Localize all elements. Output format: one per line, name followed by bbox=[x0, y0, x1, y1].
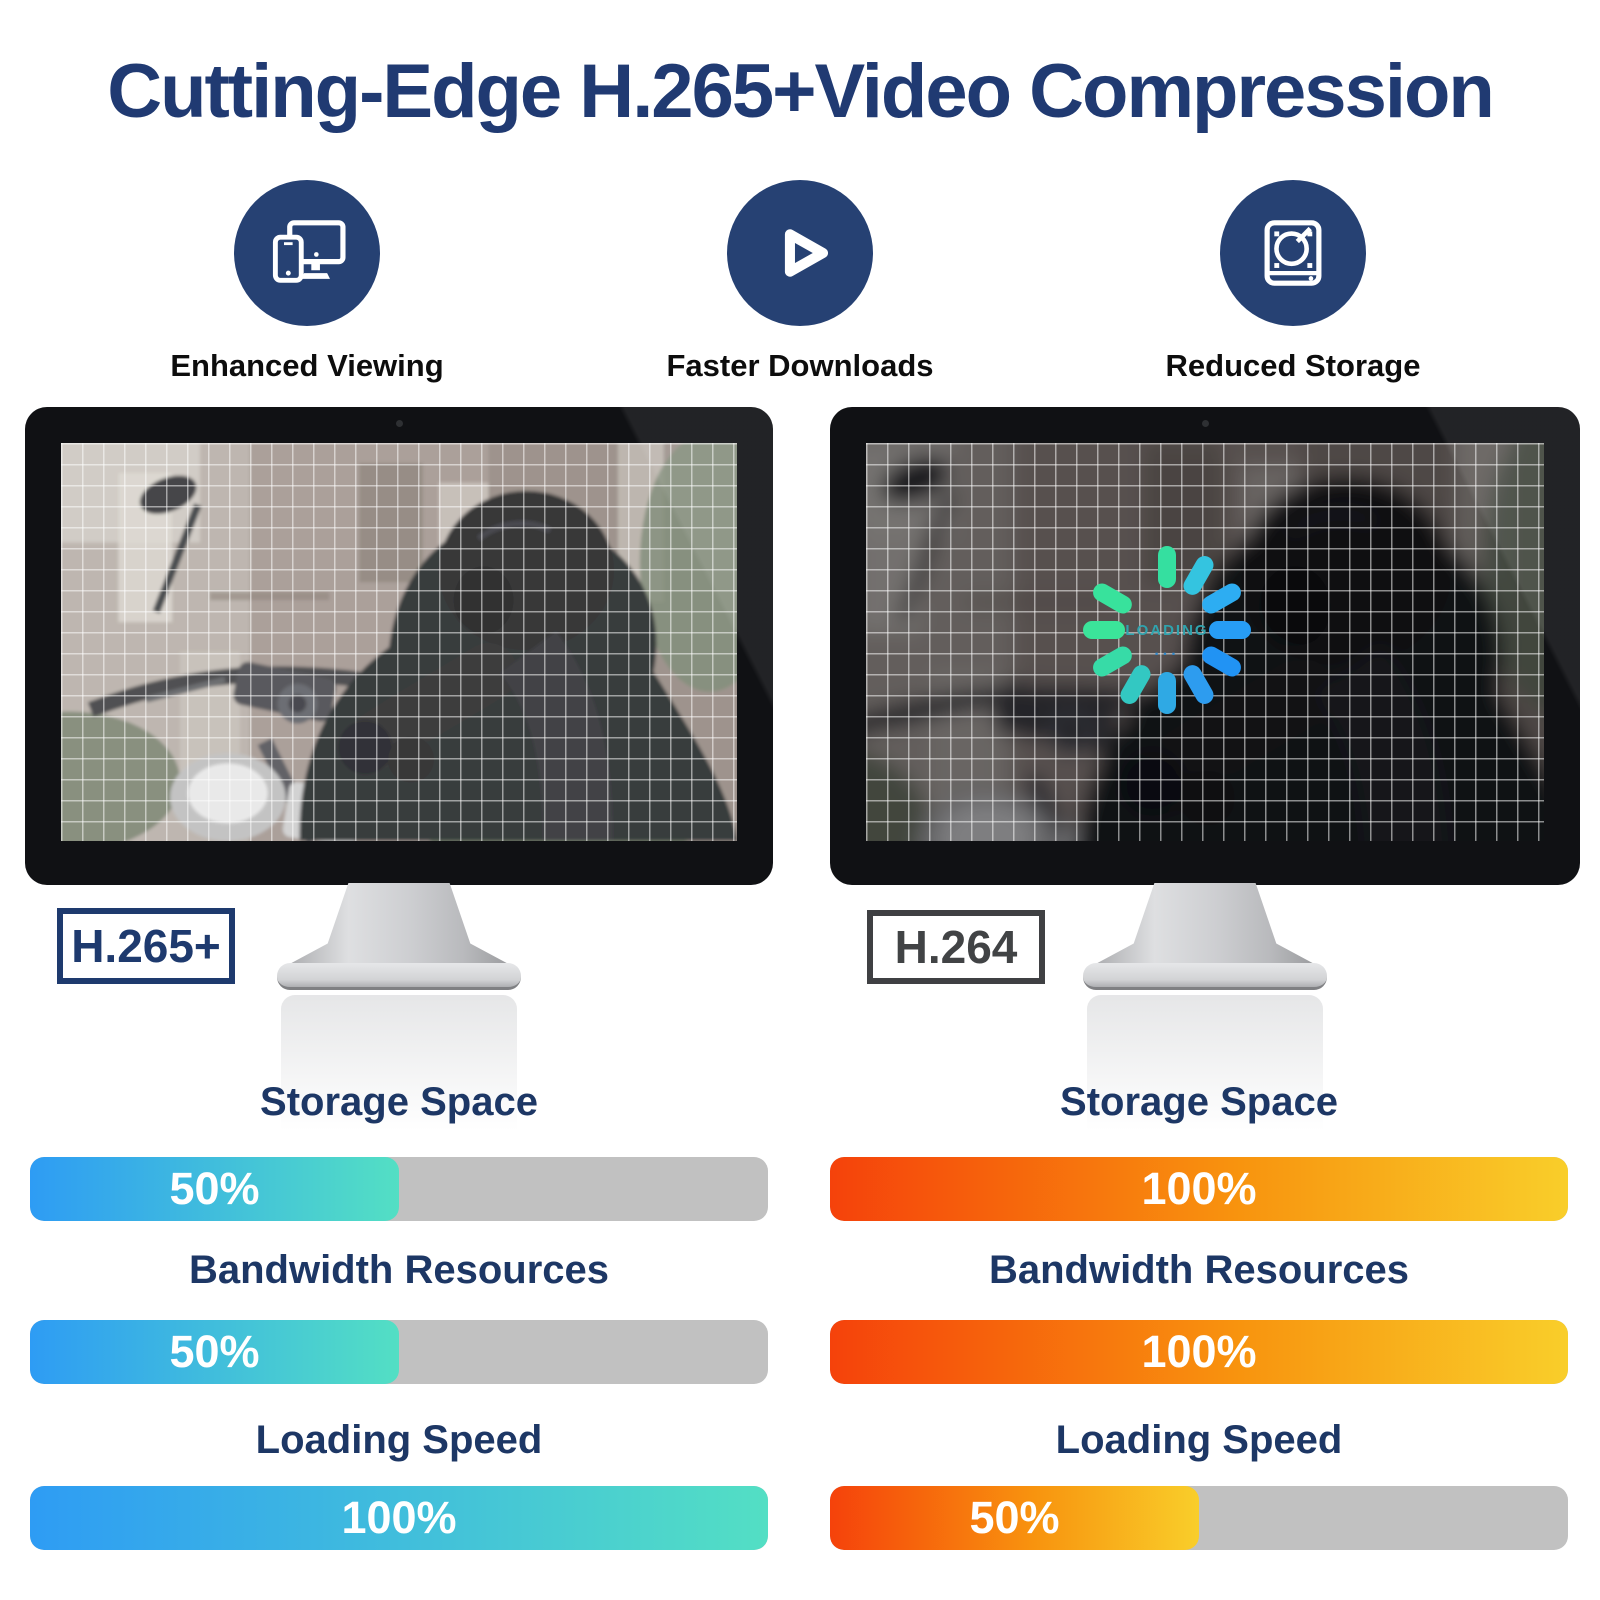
progress-bar-loading-right: 50% bbox=[830, 1486, 1568, 1550]
bar-title-bandwidth-left: Bandwidth Resources bbox=[188, 1248, 610, 1292]
stand-reflection bbox=[1087, 995, 1323, 1155]
screen-h264-loading-video: LOADING ... bbox=[866, 443, 1544, 841]
bar-title-loading-right: Loading Speed bbox=[1055, 1418, 1343, 1462]
bar-fill: 50% bbox=[830, 1486, 1199, 1550]
bar-fill: 50% bbox=[30, 1157, 399, 1221]
feature-enhanced-viewing: Enhanced Viewing bbox=[147, 180, 467, 384]
bar-value: 50% bbox=[969, 1492, 1060, 1543]
progress-bar-bandwidth-right: 100% bbox=[830, 1320, 1568, 1384]
loading-text: LOADING bbox=[1125, 622, 1209, 640]
bar-value: 100% bbox=[1141, 1163, 1257, 1214]
bar-value: 100% bbox=[1141, 1326, 1257, 1377]
bar-title-storage-right: Storage Space bbox=[1060, 1080, 1338, 1124]
monitor-h264: LOADING ... bbox=[830, 407, 1580, 1155]
monitor-stand-base bbox=[1083, 963, 1327, 990]
bar-title-loading-left: Loading Speed bbox=[255, 1418, 543, 1462]
compression-grid-overlay bbox=[866, 443, 1544, 841]
bar-value: 100% bbox=[341, 1492, 457, 1543]
loading-spinner-icon: LOADING ... bbox=[1075, 538, 1259, 722]
bar-fill: 50% bbox=[30, 1320, 399, 1384]
feature-faster-downloads: Faster Downloads bbox=[640, 180, 960, 384]
codec-badge-h265: H.265+ bbox=[57, 908, 235, 984]
progress-bar-bandwidth-left: 50% bbox=[30, 1320, 768, 1384]
monitor-stand-neck bbox=[1090, 883, 1320, 967]
monitor-h265 bbox=[25, 407, 773, 1155]
bar-fill: 100% bbox=[30, 1486, 768, 1550]
webcam-dot-icon bbox=[1202, 420, 1209, 427]
play-icon bbox=[727, 180, 873, 326]
feature-label: Faster Downloads bbox=[666, 348, 934, 383]
codec-badge-h264: H.264 bbox=[867, 910, 1045, 984]
bar-title-bandwidth-right: Bandwidth Resources bbox=[988, 1248, 1410, 1292]
progress-bar-loading-left: 100% bbox=[30, 1486, 768, 1550]
bar-value: 50% bbox=[169, 1163, 260, 1214]
bar-title-storage-left: Storage Space bbox=[260, 1080, 538, 1124]
page-title: Cutting-Edge H.265+Video Compression bbox=[107, 49, 1495, 134]
monitor-stand-base bbox=[277, 963, 521, 990]
monitor-bezel bbox=[25, 407, 773, 885]
feature-label: Enhanced Viewing bbox=[170, 348, 444, 383]
feature-reduced-storage: Reduced Storage bbox=[1133, 180, 1453, 384]
bar-value: 50% bbox=[169, 1326, 260, 1377]
screen-h265-clear-video bbox=[61, 443, 737, 841]
webcam-dot-icon bbox=[396, 420, 403, 427]
feature-label: Reduced Storage bbox=[1165, 348, 1421, 383]
devices-icon bbox=[234, 180, 380, 326]
bar-fill: 100% bbox=[830, 1157, 1568, 1221]
bar-fill: 100% bbox=[830, 1320, 1568, 1384]
storage-icon bbox=[1220, 180, 1366, 326]
loading-dots: ... bbox=[1154, 642, 1180, 660]
monitor-bezel: LOADING ... bbox=[830, 407, 1580, 885]
progress-bar-storage-right: 100% bbox=[830, 1157, 1568, 1221]
monitor-stand-neck bbox=[284, 883, 514, 967]
stand-reflection bbox=[281, 995, 517, 1155]
progress-bar-storage-left: 50% bbox=[30, 1157, 768, 1221]
compression-grid-overlay bbox=[61, 443, 737, 841]
